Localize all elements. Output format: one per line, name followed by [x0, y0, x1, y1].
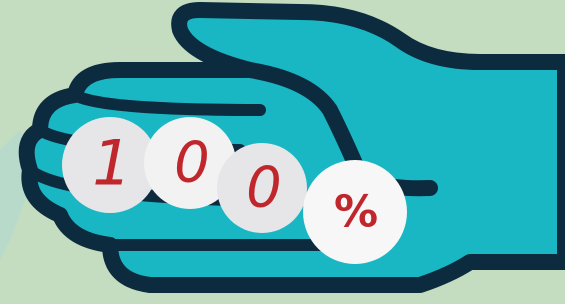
coin-label: 0	[174, 131, 210, 196]
coin-label: 0	[246, 156, 282, 221]
page: 1 0 0 % (() => { const data = JSON.parse…	[0, 0, 565, 304]
coin-label: %	[334, 187, 378, 238]
coin-label: 1	[92, 127, 131, 200]
illustration: 1 0 0 %	[0, 0, 565, 304]
